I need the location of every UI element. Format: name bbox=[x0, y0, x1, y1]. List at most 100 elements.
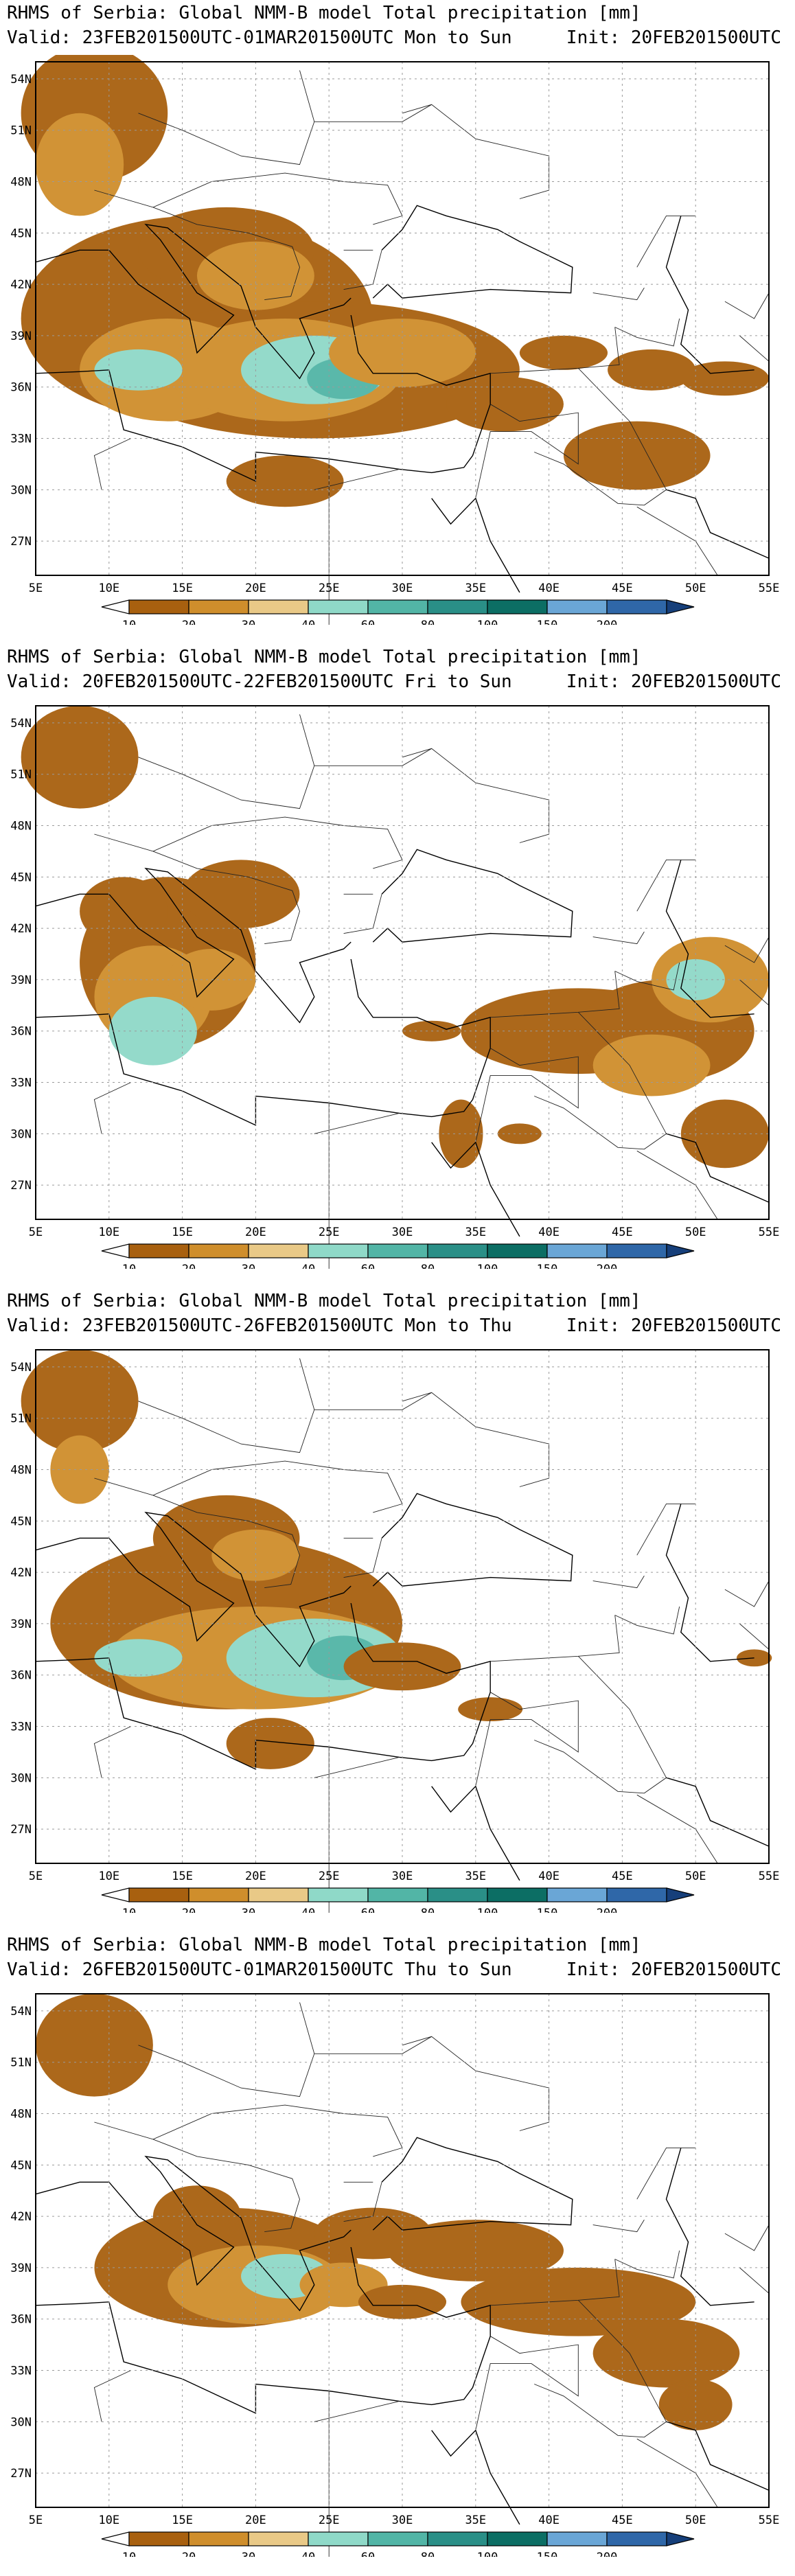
coastline bbox=[431, 1141, 520, 1237]
latitude-label: 30N bbox=[10, 2415, 32, 2429]
map-panel-4: RHMS of Serbia: Global NMM-B model Total… bbox=[0, 1932, 795, 2576]
longitude-label: 30E bbox=[392, 582, 413, 595]
country-border bbox=[314, 748, 432, 766]
panel-title: RHMS of Serbia: Global NMM-B model Total… bbox=[7, 1935, 641, 1955]
colorbar-label: 100 bbox=[477, 1907, 498, 1913]
precipitation-map: 54N 51N 48N 45N 42N 39N 36N 33N 30N 27N 5E 10E 15E 20… bbox=[10, 705, 779, 1269]
colorbar-label: 30 bbox=[242, 619, 255, 625]
latitude-label: 27N bbox=[10, 535, 32, 549]
colorbar-label: 40 bbox=[301, 1907, 315, 1913]
colorbar-label: 200 bbox=[597, 1907, 618, 1913]
colorbar-swatch bbox=[367, 599, 428, 614]
country-border bbox=[314, 1112, 400, 1134]
latitude-label: 27N bbox=[10, 2467, 32, 2481]
colorbar-label: 150 bbox=[537, 1907, 558, 1913]
latitude-label: 27N bbox=[10, 1179, 32, 1193]
colorbar-swatch bbox=[128, 599, 189, 614]
colorbar-swatch bbox=[248, 1243, 309, 1258]
longitude-label: 45E bbox=[612, 2514, 633, 2527]
latitude-label: 42N bbox=[10, 922, 32, 936]
country-border bbox=[534, 1011, 667, 1150]
longitude-label: 10E bbox=[98, 1226, 119, 1239]
colorbar-swatch bbox=[308, 599, 369, 614]
coastline bbox=[35, 2246, 491, 2414]
colorbar-max-triangle bbox=[666, 1243, 695, 1258]
panel-title: RHMS of Serbia: Global NMM-B model Total… bbox=[7, 1291, 641, 1311]
colorbar: 10 20 30 40 60 80 100 150 200 bbox=[101, 599, 695, 625]
latitude-label: 45N bbox=[10, 871, 32, 884]
latitude-label: 42N bbox=[10, 2210, 32, 2224]
colorbar-swatch bbox=[487, 1243, 548, 1258]
coastline bbox=[665, 2148, 754, 2306]
latitude-label: 36N bbox=[10, 1669, 32, 1683]
longitude-label: 20E bbox=[245, 2514, 266, 2527]
coastline bbox=[666, 1777, 770, 1847]
country-border bbox=[614, 318, 680, 347]
longitude-label: 40E bbox=[538, 1870, 560, 1883]
longitude-label: 30E bbox=[392, 1226, 413, 1239]
country-border bbox=[724, 1580, 770, 1607]
colorbar-swatch bbox=[248, 1887, 309, 1902]
colorbar-label: 20 bbox=[182, 1263, 196, 1269]
country-border bbox=[475, 1692, 579, 1786]
colorbar-label: 30 bbox=[242, 1263, 255, 1269]
coastline bbox=[665, 860, 754, 1018]
latitude-label: 45N bbox=[10, 1515, 32, 1528]
colorbar-swatch bbox=[487, 599, 548, 614]
coastline bbox=[666, 2421, 770, 2491]
colorbar-swatch bbox=[248, 599, 309, 614]
colorbar-label: 100 bbox=[477, 619, 498, 625]
longitude-label: 40E bbox=[538, 1226, 560, 1239]
country-border bbox=[724, 2224, 770, 2251]
panel-init-time: Init: 20FEB201500UTC bbox=[566, 671, 781, 692]
colorbar-label: 20 bbox=[182, 1907, 196, 1913]
country-border bbox=[614, 1606, 680, 1635]
longitude-label: 30E bbox=[392, 1870, 413, 1883]
coastline bbox=[35, 223, 352, 380]
coastline bbox=[35, 867, 352, 1024]
longitude-label: 5E bbox=[29, 2514, 43, 2527]
colorbar-swatch bbox=[128, 1243, 189, 1258]
country-border bbox=[152, 2139, 300, 2233]
longitude-label: 45E bbox=[612, 582, 633, 595]
longitude-label: 5E bbox=[29, 582, 43, 595]
colorbar-swatch bbox=[367, 2531, 428, 2546]
longitude-label: 40E bbox=[538, 582, 560, 595]
coastline bbox=[431, 2429, 520, 2525]
latitude-label: 36N bbox=[10, 381, 32, 395]
coastline bbox=[372, 205, 573, 299]
country-border bbox=[739, 979, 770, 1006]
colorbar-label: 60 bbox=[361, 1263, 375, 1269]
colorbar-label: 150 bbox=[537, 619, 558, 625]
colorbar-swatch bbox=[188, 599, 249, 614]
colorbar-label: 40 bbox=[301, 2551, 315, 2557]
longitude-label: 20E bbox=[245, 1870, 266, 1883]
country-border bbox=[94, 172, 403, 225]
colorbar-min-triangle bbox=[101, 1243, 130, 1258]
country-border bbox=[314, 468, 400, 490]
colorbar-swatch bbox=[427, 599, 488, 614]
longitude-label: 55E bbox=[759, 1870, 780, 1883]
colorbar-label: 80 bbox=[421, 1907, 435, 1913]
colorbar-swatch bbox=[308, 1887, 369, 1902]
longitude-label: 45E bbox=[612, 1226, 633, 1239]
country-border bbox=[138, 714, 315, 809]
latitude-label: 54N bbox=[10, 1361, 32, 1375]
country-border bbox=[314, 1756, 400, 1778]
map-panel-1: RHMS of Serbia: Global NMM-B model Total… bbox=[0, 0, 795, 644]
colorbar-label: 20 bbox=[182, 2551, 196, 2557]
colorbar-label: 10 bbox=[122, 1263, 136, 1269]
panel-init-time: Init: 20FEB201500UTC bbox=[566, 1315, 781, 1336]
country-border bbox=[314, 104, 432, 122]
latitude-label: 51N bbox=[10, 768, 32, 782]
colorbar-swatch bbox=[487, 2531, 548, 2546]
coastline bbox=[666, 489, 770, 559]
latitude-label: 51N bbox=[10, 1412, 32, 1426]
latitude-label: 39N bbox=[10, 330, 32, 343]
longitude-label: 50E bbox=[685, 582, 706, 595]
longitude-label: 5E bbox=[29, 1226, 43, 1239]
latitude-label: 54N bbox=[10, 717, 32, 731]
colorbar-swatch bbox=[606, 599, 667, 614]
longitude-label: 35E bbox=[465, 582, 486, 595]
country-border bbox=[614, 962, 680, 991]
